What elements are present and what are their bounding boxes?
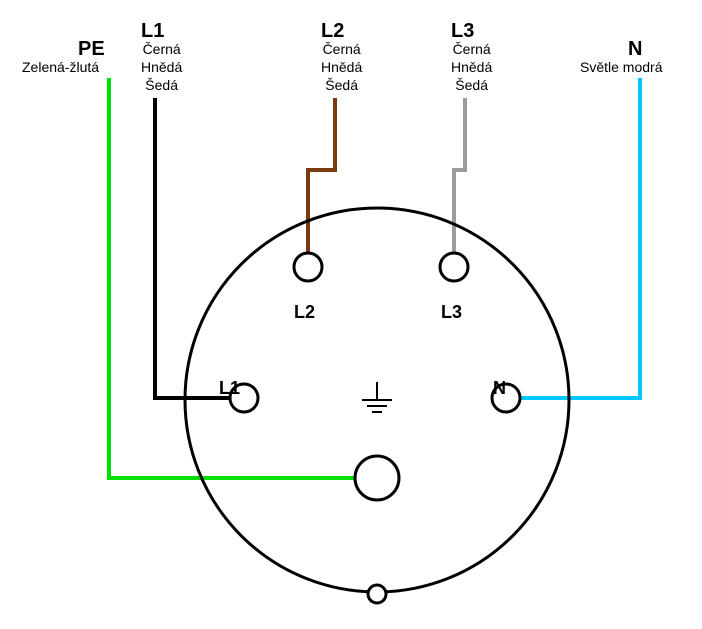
pin-label-n: N <box>493 378 506 399</box>
label-l1-sub: Černá Hnědá Šedá <box>141 40 182 95</box>
label-l2-sub: Černá Hnědá Šedá <box>321 40 362 95</box>
label-pe-sub: Zelená-žlutá <box>22 58 99 76</box>
label-l3-sub: Černá Hnědá Šedá <box>451 40 492 95</box>
pin-label-l3: L3 <box>441 302 462 323</box>
label-n-sub: Světle modrá <box>580 58 662 76</box>
pin-label-l2: L2 <box>294 302 315 323</box>
pin-label-l1: L1 <box>219 378 240 399</box>
